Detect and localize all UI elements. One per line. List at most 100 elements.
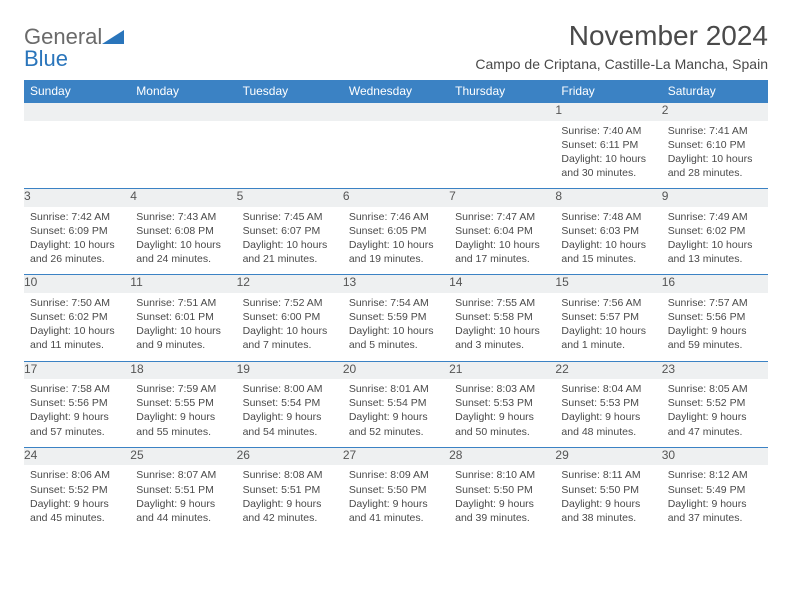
weekday-header: Wednesday bbox=[343, 80, 449, 103]
day-number-cell: 29 bbox=[555, 447, 661, 465]
daylight-text: Daylight: 9 hours and 55 minutes. bbox=[136, 410, 230, 438]
daylight-text: Daylight: 9 hours and 45 minutes. bbox=[30, 497, 124, 525]
week-detail-row: Sunrise: 7:42 AMSunset: 6:09 PMDaylight:… bbox=[24, 207, 768, 275]
daylight-text: Daylight: 9 hours and 47 minutes. bbox=[668, 410, 762, 438]
calendar-table: SundayMondayTuesdayWednesdayThursdayFrid… bbox=[24, 80, 768, 533]
brand-triangle-icon bbox=[102, 26, 124, 48]
sunrise-text: Sunrise: 8:04 AM bbox=[561, 382, 655, 396]
day-number-cell: 10 bbox=[24, 275, 130, 293]
day-detail-cell: Sunrise: 7:45 AMSunset: 6:07 PMDaylight:… bbox=[237, 207, 343, 275]
daylight-text: Daylight: 10 hours and 9 minutes. bbox=[136, 324, 230, 352]
day-number-cell: 28 bbox=[449, 447, 555, 465]
sunrise-text: Sunrise: 7:49 AM bbox=[668, 210, 762, 224]
sunrise-text: Sunrise: 7:52 AM bbox=[243, 296, 337, 310]
day-number-cell: 20 bbox=[343, 361, 449, 379]
sunset-text: Sunset: 5:51 PM bbox=[136, 483, 230, 497]
sunrise-text: Sunrise: 7:58 AM bbox=[30, 382, 124, 396]
day-detail-cell bbox=[24, 121, 130, 189]
day-number-cell: 19 bbox=[237, 361, 343, 379]
day-detail-cell: Sunrise: 7:57 AMSunset: 5:56 PMDaylight:… bbox=[662, 293, 768, 361]
day-detail-cell: Sunrise: 8:06 AMSunset: 5:52 PMDaylight:… bbox=[24, 465, 130, 533]
daylight-text: Daylight: 10 hours and 24 minutes. bbox=[136, 238, 230, 266]
day-number-cell: 25 bbox=[130, 447, 236, 465]
daylight-text: Daylight: 10 hours and 21 minutes. bbox=[243, 238, 337, 266]
daylight-text: Daylight: 10 hours and 15 minutes. bbox=[561, 238, 655, 266]
sunset-text: Sunset: 6:02 PM bbox=[668, 224, 762, 238]
sunset-text: Sunset: 6:01 PM bbox=[136, 310, 230, 324]
day-number-cell: 7 bbox=[449, 189, 555, 207]
day-detail-cell: Sunrise: 8:05 AMSunset: 5:52 PMDaylight:… bbox=[662, 379, 768, 447]
daylight-text: Daylight: 10 hours and 1 minute. bbox=[561, 324, 655, 352]
sunset-text: Sunset: 5:51 PM bbox=[243, 483, 337, 497]
day-detail-cell: Sunrise: 7:56 AMSunset: 5:57 PMDaylight:… bbox=[555, 293, 661, 361]
day-number-cell: 26 bbox=[237, 447, 343, 465]
day-detail-cell: Sunrise: 7:58 AMSunset: 5:56 PMDaylight:… bbox=[24, 379, 130, 447]
sunset-text: Sunset: 6:00 PM bbox=[243, 310, 337, 324]
day-detail-cell: Sunrise: 7:50 AMSunset: 6:02 PMDaylight:… bbox=[24, 293, 130, 361]
day-number-cell: 22 bbox=[555, 361, 661, 379]
sunset-text: Sunset: 5:50 PM bbox=[455, 483, 549, 497]
day-detail-cell: Sunrise: 7:48 AMSunset: 6:03 PMDaylight:… bbox=[555, 207, 661, 275]
weekday-header: Monday bbox=[130, 80, 236, 103]
sunrise-text: Sunrise: 8:10 AM bbox=[455, 468, 549, 482]
week-daynum-row: 12 bbox=[24, 103, 768, 121]
day-detail-cell bbox=[130, 121, 236, 189]
sunrise-text: Sunrise: 7:43 AM bbox=[136, 210, 230, 224]
sunrise-text: Sunrise: 8:07 AM bbox=[136, 468, 230, 482]
daylight-text: Daylight: 9 hours and 44 minutes. bbox=[136, 497, 230, 525]
sunset-text: Sunset: 6:05 PM bbox=[349, 224, 443, 238]
day-number-cell: 14 bbox=[449, 275, 555, 293]
day-number-cell: 2 bbox=[662, 103, 768, 121]
day-number-cell: 12 bbox=[237, 275, 343, 293]
sunrise-text: Sunrise: 7:48 AM bbox=[561, 210, 655, 224]
day-detail-cell: Sunrise: 8:10 AMSunset: 5:50 PMDaylight:… bbox=[449, 465, 555, 533]
sunrise-text: Sunrise: 7:50 AM bbox=[30, 296, 124, 310]
sunset-text: Sunset: 5:53 PM bbox=[561, 396, 655, 410]
day-detail-cell: Sunrise: 8:00 AMSunset: 5:54 PMDaylight:… bbox=[237, 379, 343, 447]
sunrise-text: Sunrise: 8:01 AM bbox=[349, 382, 443, 396]
day-number-cell: 30 bbox=[662, 447, 768, 465]
daylight-text: Daylight: 9 hours and 41 minutes. bbox=[349, 497, 443, 525]
day-number-cell bbox=[343, 103, 449, 121]
day-detail-cell bbox=[449, 121, 555, 189]
sunrise-text: Sunrise: 7:51 AM bbox=[136, 296, 230, 310]
day-detail-cell: Sunrise: 7:41 AMSunset: 6:10 PMDaylight:… bbox=[662, 121, 768, 189]
sunset-text: Sunset: 6:11 PM bbox=[561, 138, 655, 152]
sunrise-text: Sunrise: 8:05 AM bbox=[668, 382, 762, 396]
day-number-cell: 16 bbox=[662, 275, 768, 293]
calendar-body: 12 Sunrise: 7:40 AMSunset: 6:11 PMDaylig… bbox=[24, 103, 768, 534]
sunrise-text: Sunrise: 7:56 AM bbox=[561, 296, 655, 310]
sunset-text: Sunset: 5:55 PM bbox=[136, 396, 230, 410]
sunrise-text: Sunrise: 7:47 AM bbox=[455, 210, 549, 224]
day-detail-cell: Sunrise: 8:01 AMSunset: 5:54 PMDaylight:… bbox=[343, 379, 449, 447]
day-detail-cell bbox=[343, 121, 449, 189]
sunrise-text: Sunrise: 8:08 AM bbox=[243, 468, 337, 482]
day-number-cell: 27 bbox=[343, 447, 449, 465]
day-detail-cell: Sunrise: 8:04 AMSunset: 5:53 PMDaylight:… bbox=[555, 379, 661, 447]
day-detail-cell: Sunrise: 7:59 AMSunset: 5:55 PMDaylight:… bbox=[130, 379, 236, 447]
day-number-cell: 6 bbox=[343, 189, 449, 207]
sunrise-text: Sunrise: 8:06 AM bbox=[30, 468, 124, 482]
brand-text: General Blue bbox=[24, 26, 124, 70]
daylight-text: Daylight: 10 hours and 28 minutes. bbox=[668, 152, 762, 180]
location-text: Campo de Criptana, Castille-La Mancha, S… bbox=[475, 56, 768, 72]
sunrise-text: Sunrise: 7:59 AM bbox=[136, 382, 230, 396]
weekday-header: Sunday bbox=[24, 80, 130, 103]
day-number-cell bbox=[130, 103, 236, 121]
day-number-cell: 4 bbox=[130, 189, 236, 207]
day-number-cell: 23 bbox=[662, 361, 768, 379]
week-detail-row: Sunrise: 7:50 AMSunset: 6:02 PM Daylight:… bbox=[24, 293, 768, 361]
sunset-text: Sunset: 6:04 PM bbox=[455, 224, 549, 238]
day-number-cell bbox=[449, 103, 555, 121]
day-number-cell bbox=[237, 103, 343, 121]
daylight-text: Daylight: 9 hours and 37 minutes. bbox=[668, 497, 762, 525]
sunset-text: Sunset: 6:02 PM bbox=[30, 310, 124, 324]
brand-part2: Blue bbox=[24, 46, 68, 71]
daylight-text: Daylight: 9 hours and 39 minutes. bbox=[455, 497, 549, 525]
sunset-text: Sunset: 6:08 PM bbox=[136, 224, 230, 238]
sunrise-text: Sunrise: 8:11 AM bbox=[561, 468, 655, 482]
day-number-cell: 3 bbox=[24, 189, 130, 207]
day-detail-cell: Sunrise: 7:47 AMSunset: 6:04 PMDaylight:… bbox=[449, 207, 555, 275]
day-detail-cell: Sunrise: 7:51 AMSunset: 6:01 PMDaylight:… bbox=[130, 293, 236, 361]
daylight-text: Daylight: 10 hours and 7 minutes. bbox=[243, 324, 337, 352]
